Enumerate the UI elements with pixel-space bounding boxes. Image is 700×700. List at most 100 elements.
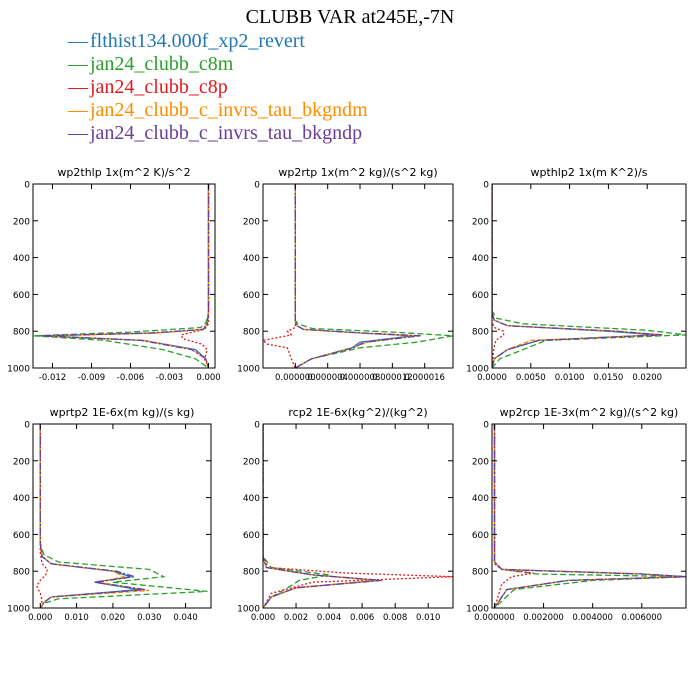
y-tick-label: 1000: [7, 365, 30, 375]
y-tick-label: 1000: [237, 605, 260, 615]
y-tick-label: 200: [13, 457, 30, 467]
panel-frame: [32, 183, 216, 369]
panel-frame: [491, 423, 687, 609]
x-tick-label: 0.000000: [474, 613, 515, 623]
series-line: [39, 424, 146, 608]
y-tick-label: 0: [24, 421, 30, 431]
legend-item: — jan24_clubb_c8m: [68, 53, 368, 76]
panel-frame: [262, 423, 454, 609]
series-line: [493, 424, 534, 608]
figure-title: CLUBB VAR at245E,-7N: [245, 6, 455, 28]
y-tick-label: 1000: [237, 365, 260, 375]
x-tick-label: 0.000: [251, 613, 275, 623]
panel-frame: [262, 183, 454, 369]
y-tick-label: 800: [243, 328, 260, 338]
series-line: [263, 184, 296, 368]
y-tick-label: 0: [254, 421, 260, 431]
y-tick-label: 200: [472, 217, 489, 227]
series-line: [492, 184, 656, 368]
series-line: [294, 184, 421, 368]
series-line: [492, 184, 663, 368]
series-line: [42, 184, 210, 368]
y-tick-label: 400: [13, 254, 30, 264]
series-line: [35, 424, 49, 608]
series-line: [39, 184, 210, 368]
x-tick-label: 0.0150: [594, 373, 624, 383]
x-tick-label: 0.000: [196, 373, 220, 383]
x-tick-label: 0.006: [350, 613, 374, 623]
series-line: [39, 424, 139, 608]
x-tick-label: 0.0000: [477, 373, 507, 383]
series-line: [492, 184, 505, 368]
chart-panel: rcp2 1E-6x(kg^2)/(kg^2) 0 200 400 600 800 1000…: [237, 406, 454, 623]
x-tick-label: 0.0200: [632, 373, 662, 383]
chart-panel: wp2rtp 1x(m^2 kg)/(s^2 kg) 0 200 400 600 800 1…: [237, 166, 454, 383]
series-line: [294, 184, 417, 368]
panel-frame: [491, 183, 687, 369]
panel-title: wp2rtp 1x(m^2 kg)/(s^2 kg): [278, 166, 437, 179]
y-tick-label: 0: [254, 181, 260, 191]
series-line: [39, 424, 208, 608]
x-tick-label: 0.0050: [516, 373, 546, 383]
series-line: [39, 424, 150, 608]
series-line: [263, 424, 330, 608]
legend-item: — jan24_clubb_c8p: [68, 76, 368, 99]
series-line: [493, 424, 679, 608]
x-tick-label: 0.006000: [622, 613, 663, 623]
legend-item: — flthist134.000f_xp2_revert: [68, 30, 368, 53]
series-line: [263, 424, 453, 608]
panel-title: wpthlp2 1x(m K^2)/s: [531, 166, 648, 179]
y-tick-label: 200: [13, 217, 30, 227]
legend-line-icon: —: [68, 76, 88, 98]
y-tick-label: 600: [472, 531, 489, 541]
x-tick-label: 0.030: [137, 613, 161, 623]
x-tick-label: 0.002000: [523, 613, 564, 623]
x-tick-label: 0.004000: [572, 613, 613, 623]
y-tick-label: 600: [243, 531, 260, 541]
legend-label: jan24_clubb_c8p: [90, 76, 228, 98]
panel-title: wp2rcp 1E-3x(m^2 kg)/(s^2 kg): [500, 406, 679, 419]
x-tick-label: -0.003: [156, 373, 183, 383]
series-line: [294, 184, 453, 368]
x-tick-label: 0.040: [173, 613, 197, 623]
y-tick-label: 200: [243, 457, 260, 467]
x-tick-label: -0.012: [39, 373, 66, 383]
legend-line-icon: —: [68, 30, 88, 52]
x-tick-label: 0.020: [101, 613, 125, 623]
y-tick-label: 400: [472, 494, 489, 504]
y-tick-label: 0: [483, 181, 489, 191]
x-tick-label: 0.000008: [340, 373, 381, 383]
x-tick-label: 0.000016: [404, 373, 445, 383]
legend-label: jan24_clubb_c8m: [90, 53, 234, 75]
series-line: [493, 424, 686, 608]
y-tick-label: 800: [472, 328, 489, 338]
chart-panel: wp2rcp 1E-3x(m^2 kg)/(s^2 kg) 0 200 400 600 8…: [466, 406, 687, 623]
y-tick-label: 0: [24, 181, 30, 191]
x-tick-label: -0.006: [117, 373, 144, 383]
x-tick-label: 0.000004: [307, 373, 348, 383]
panel-title: wprtp2 1E-6x(m kg)/(s kg): [50, 406, 195, 419]
x-tick-label: -0.009: [78, 373, 105, 383]
y-tick-label: 600: [13, 531, 30, 541]
x-tick-label: 0.004: [317, 613, 341, 623]
series-line: [492, 184, 686, 368]
y-tick-label: 1000: [466, 605, 489, 615]
chart-panel: wprtp2 1E-6x(m kg)/(s kg) 0 200 400 600 800 10…: [7, 406, 212, 623]
y-tick-label: 800: [13, 328, 30, 338]
y-tick-label: 400: [13, 494, 30, 504]
x-tick-label: 0.002: [284, 613, 308, 623]
y-tick-label: 200: [472, 457, 489, 467]
legend-line-icon: —: [68, 53, 88, 75]
series-line: [180, 184, 210, 368]
legend-label: jan24_clubb_c_invrs_tau_bkgndp: [90, 122, 363, 144]
legend-line-icon: —: [68, 122, 88, 144]
legend-item: — jan24_clubb_c_invrs_tau_bkgndp: [68, 122, 368, 145]
y-tick-label: 1000: [7, 605, 30, 615]
y-tick-label: 1000: [466, 365, 489, 375]
y-tick-label: 0: [483, 421, 489, 431]
y-tick-label: 600: [243, 291, 260, 301]
y-tick-label: 800: [472, 568, 489, 578]
panel-title: rcp2 1E-6x(kg^2)/(kg^2): [288, 406, 427, 419]
x-tick-label: 0.000: [28, 613, 52, 623]
